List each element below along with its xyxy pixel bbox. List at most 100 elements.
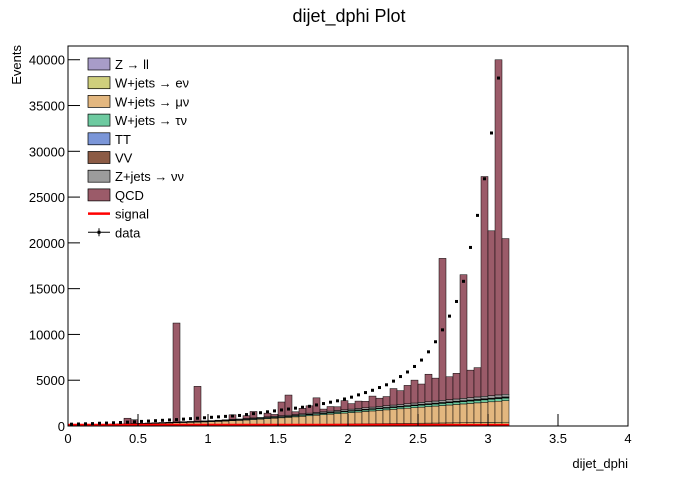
- data-point: [336, 399, 339, 402]
- chart-title: dijet_dphi Plot: [292, 6, 405, 27]
- bar-segment: [362, 401, 369, 407]
- data-point: [210, 416, 213, 419]
- bar-segment: [502, 239, 509, 395]
- data-point: [483, 177, 486, 180]
- bar-segment: [376, 398, 383, 406]
- bar-segment: [411, 403, 418, 405]
- x-axis-label: dijet_dphi: [572, 456, 628, 471]
- bar-segment: [334, 414, 341, 425]
- bar-segment: [397, 391, 404, 405]
- bar-segment: [432, 378, 439, 401]
- data-point: [224, 415, 227, 418]
- bar-segment: [418, 384, 425, 402]
- data-point: [175, 418, 178, 421]
- bar-segment: [425, 407, 432, 423]
- bar-segment: [285, 417, 292, 424]
- bar-segment: [285, 395, 292, 415]
- data-point: [315, 403, 318, 406]
- data-point: [378, 386, 381, 389]
- data-point: [105, 422, 108, 425]
- data-point: [294, 407, 297, 410]
- bar-segment: [481, 402, 488, 422]
- bar-segment: [418, 402, 425, 404]
- data-point: [385, 383, 388, 386]
- bar-segment: [446, 405, 453, 423]
- bar-segment: [369, 396, 376, 407]
- bar-segment: [390, 405, 397, 407]
- bar-segment: [425, 374, 432, 401]
- data-point: [126, 421, 129, 424]
- bar-segment: [383, 406, 390, 408]
- bar-segment: [425, 405, 432, 407]
- bar-segment: [502, 394, 509, 397]
- data-point: [434, 340, 437, 343]
- bar-segment: [467, 398, 474, 400]
- bar-segment: [341, 413, 348, 424]
- x-tick-label: 1.5: [269, 431, 287, 446]
- bar-segment: [460, 275, 467, 399]
- y-tick-label: 10000: [29, 327, 65, 342]
- bar-segment: [299, 408, 306, 413]
- y-tick-label: 15000: [29, 282, 65, 297]
- y-axis-label: Events: [9, 45, 24, 85]
- bar-segment: [502, 398, 509, 401]
- data-point: [462, 280, 465, 283]
- bar-segment: [460, 398, 467, 400]
- bar-segment: [404, 385, 411, 403]
- bar-segment: [467, 401, 474, 403]
- bar-segment: [439, 406, 446, 423]
- data-point: [287, 408, 290, 411]
- data-point: [245, 413, 248, 416]
- bar-segment: [341, 401, 348, 410]
- bar-segment: [222, 420, 229, 421]
- data-point: [252, 412, 255, 415]
- bar-segment: [320, 409, 327, 412]
- bar-segment: [411, 380, 418, 403]
- legend-swatch: [88, 189, 110, 201]
- x-tick-label: 2.5: [409, 431, 427, 446]
- data-point: [147, 420, 150, 423]
- legend-swatch: [88, 170, 110, 182]
- x-tick-label: 3.5: [549, 431, 567, 446]
- data-point: [329, 401, 332, 404]
- bar-segment: [474, 400, 481, 402]
- data-point: [231, 414, 234, 417]
- bar-segment: [306, 416, 313, 425]
- bar-segment: [460, 404, 467, 423]
- legend-label: data: [115, 225, 141, 240]
- bar-segment: [404, 404, 411, 406]
- bar-segment: [348, 413, 355, 424]
- y-tick-label: 5000: [36, 373, 65, 388]
- x-tick-label: 0.5: [129, 431, 147, 446]
- bar-segment: [474, 368, 481, 397]
- data-point: [189, 417, 192, 420]
- bar-segment: [425, 402, 432, 404]
- data-point: [217, 415, 220, 418]
- data-point: [469, 246, 472, 249]
- bar-segment: [390, 389, 397, 405]
- data-point: [273, 409, 276, 412]
- data-point: [497, 77, 500, 80]
- bar-segment: [292, 417, 299, 425]
- data-point: [203, 416, 206, 419]
- bar-segment: [376, 410, 383, 423]
- bar-segment: [467, 403, 474, 422]
- data-point: [427, 350, 430, 353]
- data-point: [98, 422, 101, 425]
- bar-segment: [453, 402, 460, 404]
- bar-segment: [390, 409, 397, 423]
- legend-label: signal: [115, 207, 149, 222]
- legend-label: TT: [115, 132, 131, 147]
- data-point: [119, 421, 122, 424]
- bar-segment: [278, 418, 285, 425]
- data-point: [441, 328, 444, 331]
- legend-swatch: [88, 77, 110, 89]
- bar-segment: [397, 409, 404, 424]
- bar-segment: [292, 412, 299, 415]
- y-tick-label: 40000: [29, 53, 65, 68]
- data-point: [455, 300, 458, 303]
- y-tick-label: 35000: [29, 99, 65, 114]
- data-point: [154, 419, 157, 422]
- data-point: [350, 396, 353, 399]
